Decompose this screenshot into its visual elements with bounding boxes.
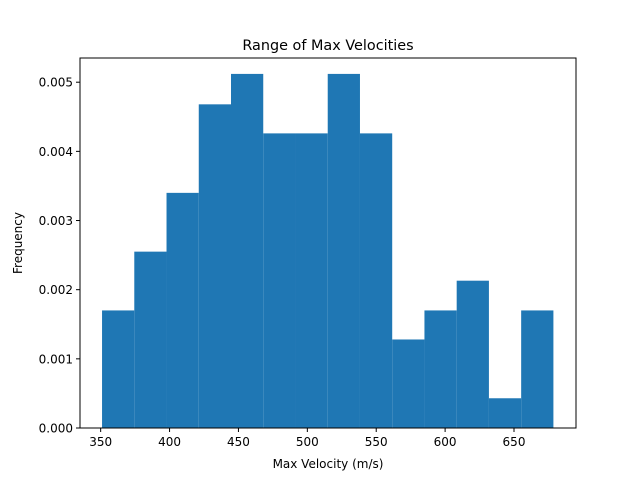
histogram-bar-0 <box>102 310 135 428</box>
histogram-bar-11 <box>456 280 489 428</box>
histogram-bar-2 <box>166 192 199 428</box>
y-tick-label: 0.000 <box>39 422 73 436</box>
histogram-bar-3 <box>198 104 232 428</box>
histogram-bar-5 <box>263 133 296 428</box>
chart-title: Range of Max Velocities <box>242 38 413 54</box>
x-tick-label: 350 <box>89 435 112 449</box>
y-tick-label: 0.004 <box>39 145 73 159</box>
y-tick-label: 0.002 <box>39 283 73 297</box>
axes-frame <box>79 57 577 429</box>
x-axis-ticks: 350 400 450 500 550 600 650 <box>89 428 525 449</box>
histogram-bar-4 <box>231 73 264 428</box>
x-tick-label: 550 <box>365 435 388 449</box>
histogram-bar-6 <box>295 133 328 428</box>
y-axis-label: Frequency <box>11 212 25 274</box>
histogram-bar-12 <box>488 398 522 428</box>
x-tick-label: 500 <box>296 435 319 449</box>
x-tick-label: 650 <box>503 435 526 449</box>
bars-layer <box>102 73 554 428</box>
y-tick-label: 0.005 <box>39 76 73 90</box>
x-tick-label: 450 <box>227 435 250 449</box>
histogram-bar-10 <box>424 310 457 428</box>
histogram-bar-9 <box>392 339 425 428</box>
histogram-bar-13 <box>521 310 554 428</box>
x-axis-label: Max Velocity (m/s) <box>273 457 384 471</box>
histogram-bar-1 <box>134 251 167 428</box>
x-tick-label: 400 <box>158 435 181 449</box>
y-tick-label: 0.003 <box>39 214 73 228</box>
x-tick-label: 600 <box>434 435 457 449</box>
y-tick-label: 0.001 <box>39 352 73 366</box>
histogram-bar-7 <box>327 73 360 428</box>
histogram-bar-8 <box>359 133 393 428</box>
y-axis-ticks: 0.000 0.001 0.002 0.003 0.004 0.005 <box>39 76 80 436</box>
